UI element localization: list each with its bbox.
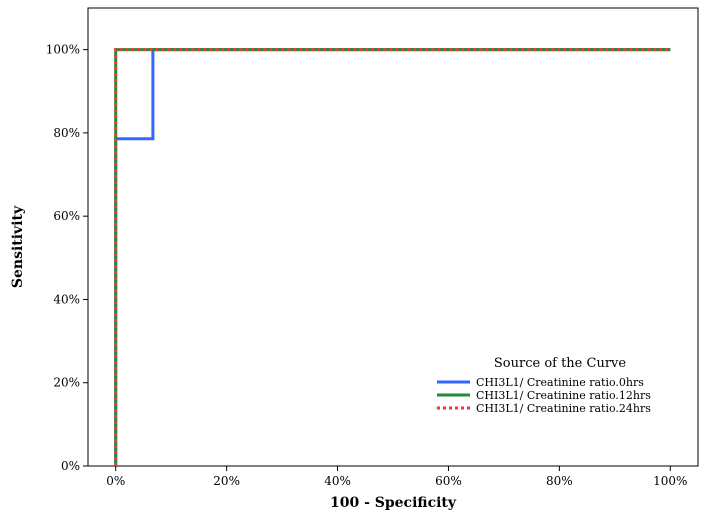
x-axis-title: 100 - Specificity: [330, 495, 457, 511]
legend-label: CHI3L1/ Creatinine ratio.24hrs: [476, 402, 651, 415]
plot-frame: [87, 7, 699, 467]
series-layer: [114, 48, 671, 466]
y-tick-label: 40%: [53, 292, 80, 306]
legend-title: Source of the Curve: [494, 356, 626, 371]
x-tick-label: 0%: [106, 474, 125, 488]
legend: Source of the Curve CHI3L1/ Creatinine r…: [437, 356, 651, 415]
y-tick-label: 100%: [46, 43, 80, 57]
y-tick-label: 20%: [53, 376, 80, 390]
x-tick-label: 20%: [213, 474, 240, 488]
series-line-2: [114, 48, 671, 466]
x-tick-label: 100%: [653, 474, 687, 488]
y-tick-label: 60%: [53, 209, 80, 223]
x-tick-label: 60%: [435, 474, 462, 488]
legend-label: CHI3L1/ Creatinine ratio.12hrs: [476, 389, 651, 402]
legend-label: CHI3L1/ Creatinine ratio.0hrs: [476, 376, 644, 389]
y-tick-label: 80%: [53, 126, 80, 140]
y-axis-title: Sensitivity: [10, 205, 26, 288]
x-axis-ticks: 0% 20% 40% 60% 80% 100%: [106, 466, 687, 488]
y-tick-label: 0%: [61, 459, 80, 473]
y-axis-ticks: 0% 20% 40% 60% 80% 100%: [46, 43, 88, 473]
x-tick-label: 40%: [324, 474, 351, 488]
x-tick-label: 80%: [546, 474, 573, 488]
